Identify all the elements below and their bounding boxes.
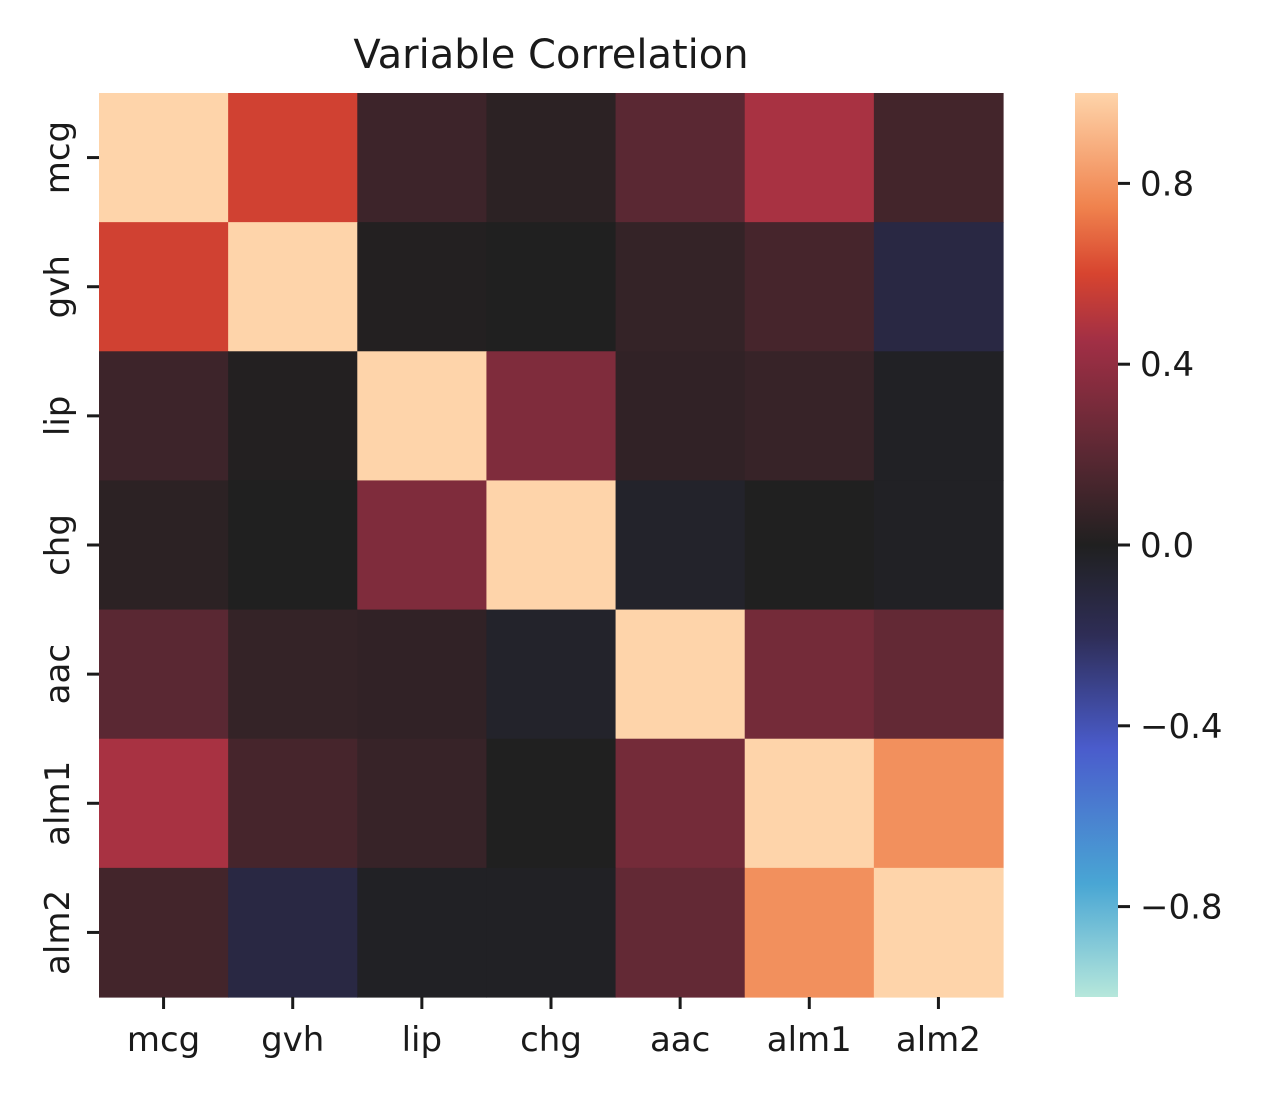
colorbar-tick-label: 0.8 — [1140, 164, 1194, 204]
heatmap-cell — [486, 738, 617, 869]
heatmap-cell — [228, 93, 358, 223]
colorbar-ticks: 0.8 0.4 0.0 −0.4 −0.8 — [1118, 164, 1223, 928]
heatmap-cell — [228, 738, 358, 869]
heatmap-cell — [99, 222, 229, 352]
heatmap-cell — [486, 222, 617, 352]
heatmap-cell — [615, 609, 746, 740]
colorbar-tick-label: −0.8 — [1140, 888, 1223, 928]
x-tick-label: aac — [650, 1020, 710, 1060]
x-tick-label: lip — [402, 1020, 442, 1060]
heatmap-cell — [228, 609, 358, 740]
heatmap-cells — [99, 93, 1004, 998]
heatmap-cell — [228, 222, 358, 352]
heatmap-cell — [228, 351, 358, 482]
heatmap-cell — [873, 867, 1004, 998]
heatmap-cell — [99, 351, 229, 482]
heatmap-cell — [486, 867, 617, 998]
heatmap-cell — [99, 738, 229, 869]
heatmap-cell — [486, 480, 617, 611]
heatmap-cell — [744, 609, 875, 740]
heatmap-cell — [357, 738, 488, 869]
heatmap-cell — [357, 351, 488, 482]
heatmap-cell — [357, 609, 488, 740]
heatmap-cell — [615, 351, 746, 482]
heatmap-cell — [873, 93, 1004, 223]
x-tick-label: chg — [520, 1020, 582, 1060]
y-tick-label: chg — [38, 514, 78, 576]
x-tick-label: alm2 — [896, 1020, 981, 1060]
y-tick-label: aac — [38, 644, 78, 704]
heatmap-cell — [99, 609, 229, 740]
heatmap-cell — [486, 609, 617, 740]
heatmap-cell — [615, 480, 746, 611]
heatmap-cell — [744, 351, 875, 482]
colorbar-tick-label: 0.0 — [1140, 526, 1194, 566]
heatmap-cell — [744, 222, 875, 352]
heatmap-cell — [615, 93, 746, 223]
heatmap-cell — [357, 222, 488, 352]
heatmap-cell — [615, 222, 746, 352]
colorbar: 0.8 0.4 0.0 −0.4 −0.8 — [1075, 93, 1223, 997]
heatmap-cell — [873, 351, 1004, 482]
colorbar-tick-label: 0.4 — [1140, 345, 1194, 385]
y-axis: mcg gvh lip chg aac alm1 alm2 — [38, 121, 99, 975]
heatmap-cell — [99, 93, 229, 223]
x-axis: mcg gvh lip chg aac alm1 alm2 — [127, 997, 981, 1060]
heatmap-cell — [228, 867, 358, 998]
x-tick-label: gvh — [261, 1020, 324, 1060]
heatmap-cell — [99, 867, 229, 998]
heatmap-cell — [357, 867, 488, 998]
colorbar-gradient — [1075, 93, 1118, 997]
heatmap-cell — [99, 480, 229, 611]
heatmap-cell — [873, 738, 1004, 869]
heatmap-cell — [357, 93, 488, 223]
y-tick-label: lip — [38, 396, 78, 436]
heatmap-cell — [615, 867, 746, 998]
y-tick-label: alm1 — [38, 761, 78, 846]
y-tick-label: gvh — [38, 255, 78, 318]
heatmap-cell — [873, 609, 1004, 740]
y-tick-label: mcg — [38, 121, 78, 194]
x-tick-label: mcg — [127, 1020, 200, 1060]
heatmap-cell — [228, 480, 358, 611]
heatmap-cell — [744, 867, 875, 998]
heatmap-cell — [486, 93, 617, 223]
heatmap-cell — [486, 351, 617, 482]
colorbar-tick-label: −0.4 — [1140, 707, 1223, 747]
heatmap-cell — [357, 480, 488, 611]
heatmap-cell — [615, 738, 746, 869]
heatmap-cell — [873, 480, 1004, 611]
y-tick-label: alm2 — [38, 890, 78, 975]
x-tick-label: alm1 — [767, 1020, 852, 1060]
heatmap-cell — [744, 480, 875, 611]
chart-title: Variable Correlation — [353, 32, 748, 78]
heatmap-cell — [744, 738, 875, 869]
heatmap-cell — [873, 222, 1004, 352]
heatmap-cell — [744, 93, 875, 223]
